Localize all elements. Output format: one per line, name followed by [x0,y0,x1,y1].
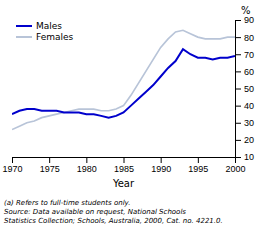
tick-mark [124,157,125,163]
tick-label: 40 [244,101,254,111]
y-axis-title: % [241,5,251,16]
axis-domain [13,158,236,164]
legend-swatch [16,36,32,38]
tick-label: 60 [244,67,254,77]
footnote: Source: Data available on request, Natio… [4,208,186,216]
tick: 30 [235,118,254,128]
tick-mark [235,140,241,141]
legend-label: Males [36,21,62,31]
chart: 1970 1975 1980 1985 1990 1995 2000 10 20 30 40 50 60… [0,0,265,229]
tick: 1975 [40,157,60,174]
tick-mark [12,157,13,163]
x-axis: 1970 1975 1980 1985 1990 1995 2000 [2,157,245,174]
tick-mark [235,20,241,21]
tick-mark [235,157,241,158]
axis-domain [236,21,242,158]
tick-mark [161,157,162,163]
tick-label: 90 [244,15,254,25]
legend-label: Females [36,32,74,42]
tick: 50 [235,84,254,94]
plot: 1970 1975 1980 1985 1990 1995 2000 10 20 30 40 50 60… [2,15,254,174]
tick-mark [49,157,50,163]
tick-label: 20 [244,135,254,145]
tick: 2000 [225,157,245,174]
tick-mark [86,157,87,163]
tick: 20 [235,135,254,145]
tick: 90 [235,15,254,25]
footnote: (a) Refers to full-time students only. [4,199,130,207]
tick: 80 [235,33,254,43]
legend-swatch [16,25,32,27]
tick: 10 [235,152,254,162]
tick-mark [235,123,241,124]
tick-mark [235,54,241,55]
tick-label: 1990 [151,164,171,174]
tick-label: 1980 [77,164,97,174]
tick-label: 50 [244,84,254,94]
tick-label: 10 [244,152,254,162]
tick-label: 1975 [40,164,60,174]
tick-mark [235,37,241,38]
tick-label: 1970 [2,164,22,174]
legend: MalesFemales [16,21,74,42]
tick: 1985 [114,157,134,174]
tick-label: 80 [244,33,254,43]
tick-mark [235,71,241,72]
tick-mark [235,89,241,90]
tick-label: 30 [244,118,254,128]
tick-mark [235,106,241,107]
footnote: Statistics Collection; Schools, Australi… [4,217,223,225]
tick: 70 [235,50,254,60]
tick-mark [198,157,199,163]
tick: 40 [235,101,254,111]
series-line [12,49,235,118]
tick: 60 [235,67,254,77]
tick: 1995 [188,157,208,174]
tick-label: 1985 [114,164,134,174]
legend-item: Males [16,21,62,31]
tick: 1980 [77,157,97,174]
marks [12,30,235,129]
x-axis-title: Year [112,178,135,189]
tick-label: 2000 [225,164,245,174]
tick-label: 70 [244,50,254,60]
y-axis: 10 20 30 40 50 60 70 80 90 [235,15,254,162]
tick: 1970 [2,157,22,174]
series-line [12,30,235,129]
tick: 1990 [151,157,171,174]
legend-item: Females [16,32,74,42]
tick-label: 1995 [188,164,208,174]
